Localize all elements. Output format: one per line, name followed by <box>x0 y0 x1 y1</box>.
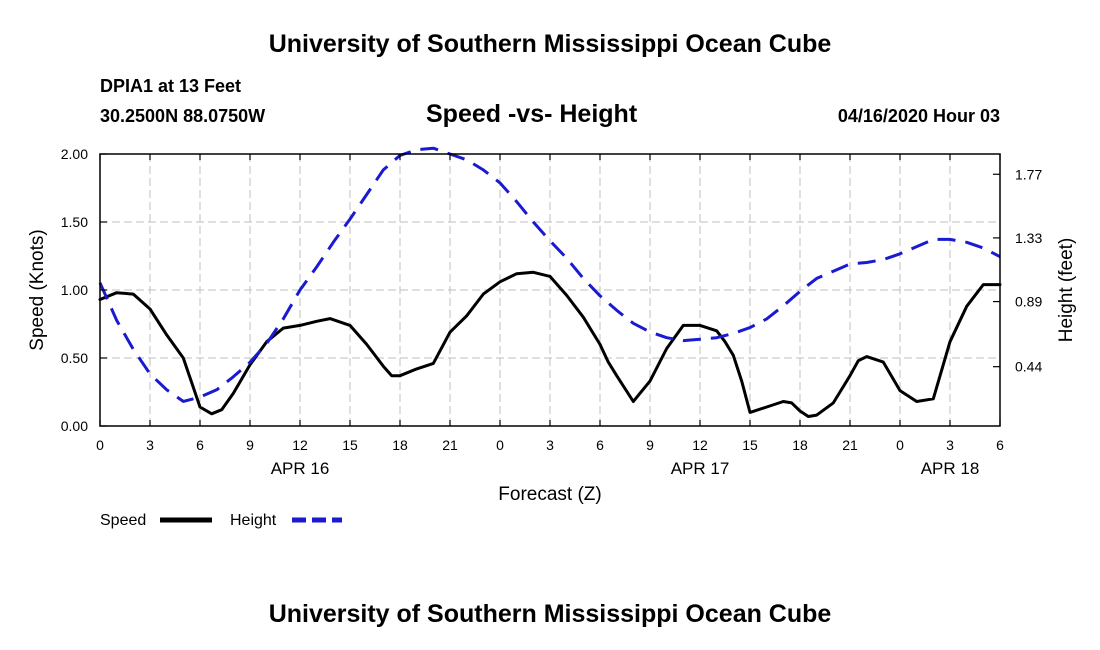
x-tick-label: 3 <box>146 437 154 453</box>
y-tick-label: 2.00 <box>61 146 88 162</box>
date-label: APR 18 <box>921 459 980 478</box>
labels: 0 3 6 9 12 15 18 21 0 3 6 9 12 15 18 21 0 3 6 0.00 0.50 1.00 1… <box>27 146 1077 505</box>
legend-label-height: Height <box>230 512 277 529</box>
chart-title: Speed -vs- Height <box>426 100 638 128</box>
station-label: DPIA1 at 13 Feet <box>100 76 242 96</box>
x-tick-label: 0 <box>496 437 504 453</box>
footer-title: University of Southern Mississippi Ocean… <box>268 600 832 628</box>
legend-label-speed: Speed <box>100 512 146 529</box>
series-line-height <box>98 146 1001 403</box>
x-tick-label: 0 <box>96 437 104 453</box>
x-tick-label: 18 <box>392 437 408 453</box>
x-tick-label: 3 <box>546 437 554 453</box>
y2-tick-label: 1.33 <box>1015 230 1042 246</box>
y-tick-label: 1.50 <box>61 214 88 230</box>
forecast-datetime: 04/16/2020 Hour 03 <box>837 106 1000 126</box>
x-tick-label: 15 <box>342 437 358 453</box>
series-layer <box>98 146 1002 418</box>
axes <box>99 153 1001 427</box>
x-tick-label: 9 <box>646 437 654 453</box>
x-tick-label: 15 <box>742 437 758 453</box>
x-tick-label: 12 <box>292 437 308 453</box>
x-tick-label: 21 <box>442 437 458 453</box>
date-label: APR 16 <box>271 459 330 478</box>
x-tick-label: 18 <box>792 437 808 453</box>
x-tick-label: 3 <box>946 437 954 453</box>
date-label: APR 17 <box>671 459 730 478</box>
x-tick-label: 21 <box>842 437 858 453</box>
x-tick-label: 6 <box>196 437 204 453</box>
y-tick-label: 0.00 <box>61 418 88 434</box>
x-tick-label: 6 <box>596 437 604 453</box>
y2-tick-label: 0.44 <box>1015 359 1042 375</box>
y-tick-label: 0.50 <box>61 350 88 366</box>
y-axis-title: Speed (Knots) <box>27 229 48 350</box>
y-tick-label: 1.00 <box>61 282 88 298</box>
x-tick-label: 9 <box>246 437 254 453</box>
x-tick-label: 0 <box>896 437 904 453</box>
y2-axis-title: Height (feet) <box>1056 238 1077 343</box>
y2-tick-label: 1.77 <box>1015 166 1042 182</box>
x-tick-label: 6 <box>996 437 1004 453</box>
legend: Speed Height <box>100 512 342 529</box>
station-coordinates: 30.2500N 88.0750W <box>100 106 266 126</box>
grid <box>99 153 1001 427</box>
x-tick-label: 12 <box>692 437 708 453</box>
page-title: University of Southern Mississippi Ocean… <box>268 30 832 58</box>
y2-tick-label: 0.89 <box>1015 294 1042 310</box>
x-axis-title: Forecast (Z) <box>498 484 601 505</box>
